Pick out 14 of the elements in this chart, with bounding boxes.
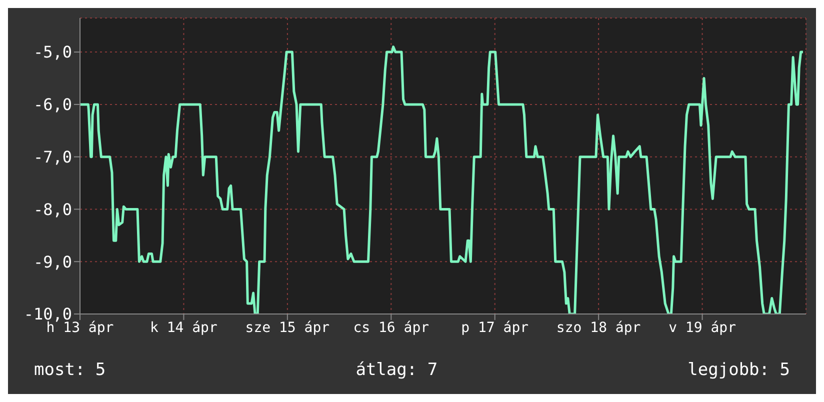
text: átlag: 7 <box>356 360 438 380</box>
y-tick-label: -6,0 <box>33 95 72 114</box>
x-tick-label: k 14 ápr <box>150 320 218 336</box>
y-tick-label: -5,0 <box>33 42 72 62</box>
x-tick-label: v 19 ápr <box>668 320 736 336</box>
x-tick-label: szo 18 ápr <box>556 320 641 336</box>
x-tick-label: p 17 ápr <box>461 320 529 336</box>
y-tick-label: -8,0 <box>33 200 72 219</box>
x-tick-label: sze 15 ápr <box>245 320 330 336</box>
y-tick-label: -7,0 <box>33 148 72 167</box>
text: legjobb: 5 <box>688 360 790 380</box>
text: most: 5 <box>34 360 106 380</box>
x-tick-label: cs 16 ápr <box>353 320 430 336</box>
y-tick-label: -9,0 <box>33 252 72 272</box>
